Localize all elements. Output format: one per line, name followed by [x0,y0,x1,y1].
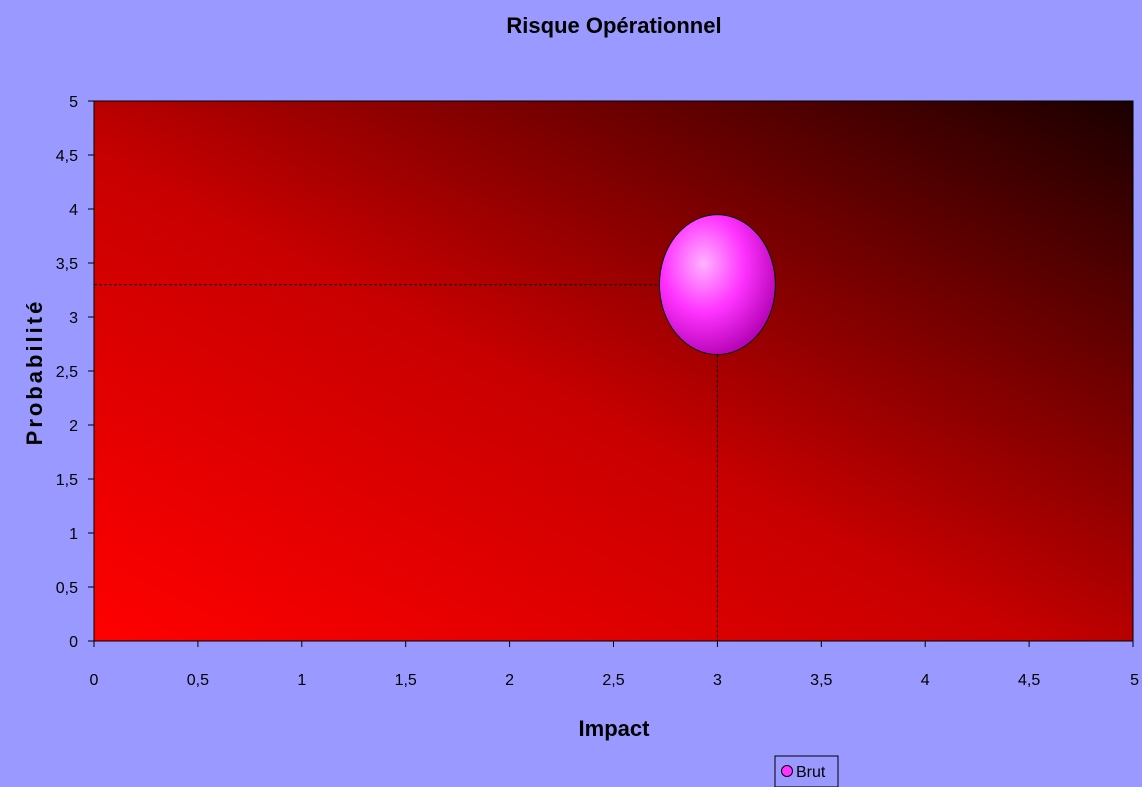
y-tick-label: 4,5 [56,148,78,165]
x-tick-label: 0,5 [187,672,209,689]
x-tick-label: 4,5 [1018,672,1040,689]
y-axis: 0 0,5 1 1,5 2 2,5 3 3,5 4 4,5 5 [56,94,95,651]
y-tick-label: 0,5 [56,580,78,597]
x-tick-label: 0 [90,672,99,689]
plot-area [93,100,1134,642]
y-tick-label: 3,5 [56,256,78,273]
legend: Brut [774,755,839,787]
x-tick-label: 4 [921,672,930,689]
y-tick-label: 0 [69,634,78,651]
chart-title: Risque Opérationnel [506,13,721,38]
x-tick-label: 2,5 [602,672,624,689]
x-tick-label: 5 [1130,672,1139,689]
x-axis-title: Impact [579,716,651,741]
y-tick-label: 2 [69,418,78,435]
y-tick-label: 3 [69,310,78,327]
y-axis-title: Probabilité [22,299,47,446]
x-tick-label: 2 [505,672,514,689]
x-tick-label: 3 [713,672,722,689]
x-tick-label: 1 [297,672,306,689]
y-tick-label: 2,5 [56,364,78,381]
y-tick-label: 1 [69,526,78,543]
y-tick-label: 4 [69,202,78,219]
legend-marker [781,765,793,777]
data-point-brut [658,214,776,356]
x-tick-label: 1,5 [395,672,417,689]
x-axis: 0 0,5 1 1,5 2 2,5 3 3,5 4 4,5 5 [90,640,1139,689]
x-tick-label: 3,5 [810,672,832,689]
y-tick-label: 1,5 [56,472,78,489]
data-marks [94,214,776,641]
y-tick-label: 5 [69,94,78,111]
legend-label-brut: Brut [796,764,826,781]
